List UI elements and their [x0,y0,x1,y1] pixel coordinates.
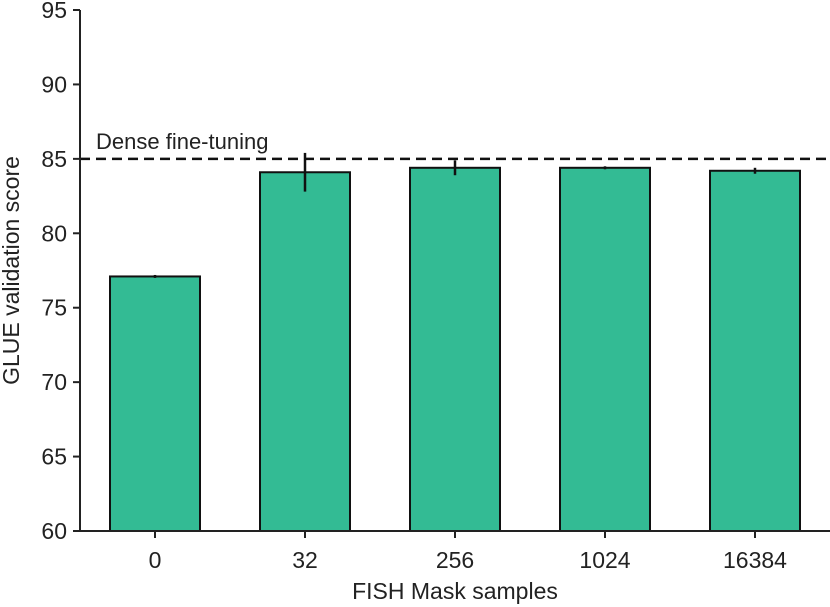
y-tick-label: 95 [41,0,67,23]
y-tick-label: 90 [41,71,67,97]
dense-fine-tuning-label: Dense fine-tuning [96,129,268,154]
y-tick-label: 65 [41,444,67,470]
x-tick-label: 0 [149,547,162,573]
bar-16384 [709,169,801,532]
bar-256 [409,166,501,532]
y-axis-label: GLUE validation score [0,156,24,385]
y-tick-label: 80 [41,220,67,246]
y-tick-label: 60 [41,518,67,544]
y-tick-label: 85 [41,146,67,172]
y-tick-label: 70 [41,369,67,395]
x-tick-label: 32 [292,547,318,573]
x-tick-label: 1024 [579,547,630,573]
x-ticks-group: 0 32 256 1024 16384 [149,531,787,573]
y-ticks-group: 60 65 70 75 80 85 90 95 [41,0,80,544]
bars-group [109,166,801,533]
y-tick-label: 75 [41,295,67,321]
bar-0 [109,275,201,532]
bar-1024 [559,166,651,532]
x-tick-label: 256 [436,547,474,573]
x-axis-label: FISH Mask samples [352,578,558,604]
x-tick-label: 16384 [723,547,787,573]
bar-32 [259,171,351,533]
